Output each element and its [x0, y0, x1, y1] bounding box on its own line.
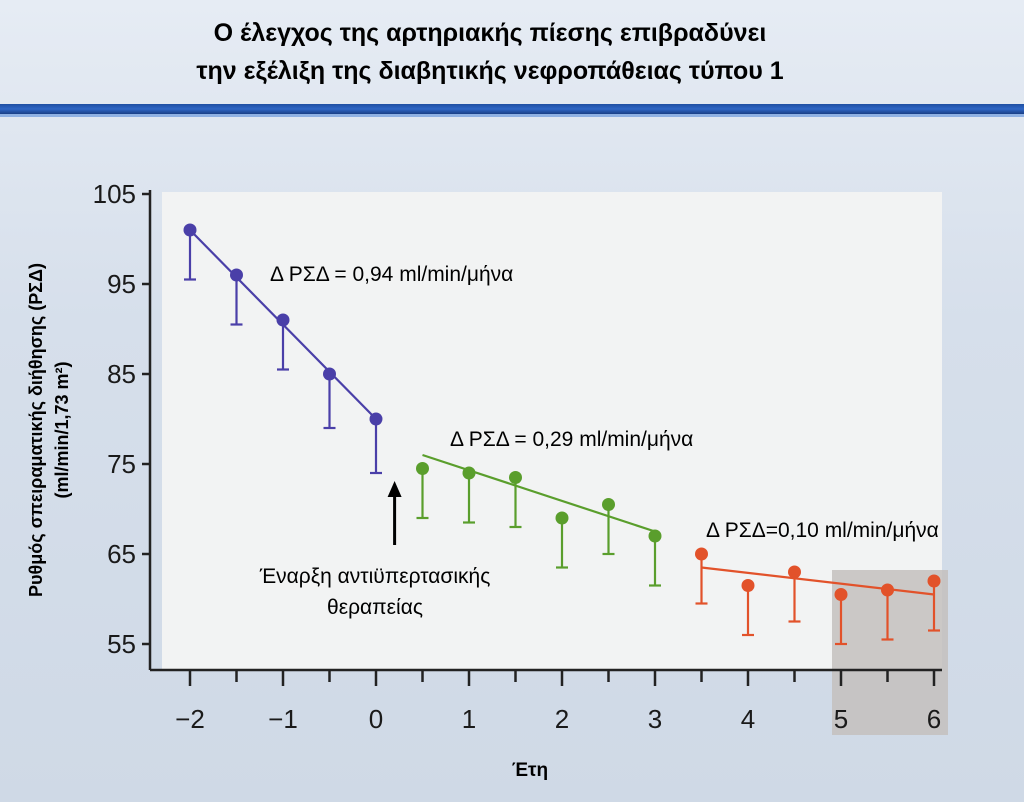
scan-shadow-patch	[832, 570, 948, 735]
title-underline-highlight	[0, 114, 1024, 117]
annotation-line-1: Έναρξη αντιϋπερτασικής	[259, 565, 491, 588]
data-point	[648, 529, 662, 543]
x-tick-label: −2	[175, 704, 205, 734]
x-tick-label: 5	[834, 704, 848, 734]
series-0	[183, 223, 383, 475]
annotation-line-2: θεραπείας	[327, 596, 423, 619]
x-tick-label: 3	[648, 704, 662, 734]
series-2	[695, 547, 941, 646]
series-label-green: Δ ΡΣΔ = 0,29 ml/min/μήνα	[450, 428, 693, 451]
y-tick-label: 75	[107, 449, 136, 479]
x-axis-title: Έτη	[512, 760, 548, 781]
y-axis-title-line-2: (ml/min/1,73 m²)	[52, 361, 72, 498]
x-tick-label: 6	[927, 704, 941, 734]
x-tick-label: 4	[741, 704, 755, 734]
data-point	[834, 588, 848, 601]
y-tick-label: 95	[107, 269, 136, 299]
title-line-2: την εξέλιξη της διαβητικής νεφροπάθειας …	[196, 57, 784, 85]
x-tick-label: 2	[555, 704, 569, 734]
data-point	[602, 498, 615, 511]
data-point	[695, 547, 708, 561]
y-tick-label: 85	[107, 359, 136, 389]
x-tick-label: 0	[369, 704, 383, 734]
series-1	[416, 453, 662, 587]
data-point	[509, 471, 522, 484]
y-axis-title-line-1: Ρυθμός σπειραματικής διήθησης (ΡΣΔ)	[26, 263, 46, 597]
y-tick-label: 65	[107, 539, 136, 569]
y-tick-label: 55	[107, 629, 136, 659]
x-tick-label: 1	[462, 704, 476, 734]
data-point	[230, 268, 243, 282]
data-point	[881, 583, 894, 597]
plot-panel	[162, 192, 942, 670]
series-label-blue: Δ ΡΣΔ = 0,94 ml/min/μήνα	[270, 263, 513, 286]
y-axis-title: Ρυθμός σπειραματικής διήθησης (ΡΣΔ) (ml/…	[26, 263, 72, 597]
series-fit-line	[701, 566, 935, 596]
title-underline-bar	[0, 104, 1024, 114]
data-point	[276, 313, 290, 327]
series-label-orange: Δ ΡΣΔ=0,10 ml/min/μήνα	[706, 519, 939, 542]
data-point	[183, 223, 197, 237]
data-point	[741, 579, 755, 592]
therapy-start-arrow-head	[387, 481, 402, 497]
ticks: 105 95 85 75 65 55 −2 −1 0 1 2 3 4 5 6	[93, 179, 942, 734]
x-tick-label: −1	[268, 704, 298, 734]
title-line-1: Ο έλεγχος της αρτηριακής πίεσης επιβραδύ…	[213, 19, 767, 47]
series-layer	[183, 223, 941, 646]
data-point	[462, 466, 476, 480]
data-point	[369, 412, 383, 426]
slide-title: Ο έλεγχος της αρτηριακής πίεσης επιβραδύ…	[0, 14, 980, 90]
series-fit-line	[422, 453, 656, 533]
data-point	[416, 462, 429, 475]
data-point	[788, 565, 801, 579]
data-point	[555, 511, 569, 525]
data-point	[323, 367, 336, 381]
data-point	[927, 574, 941, 588]
y-tick-label: 105	[93, 179, 136, 209]
